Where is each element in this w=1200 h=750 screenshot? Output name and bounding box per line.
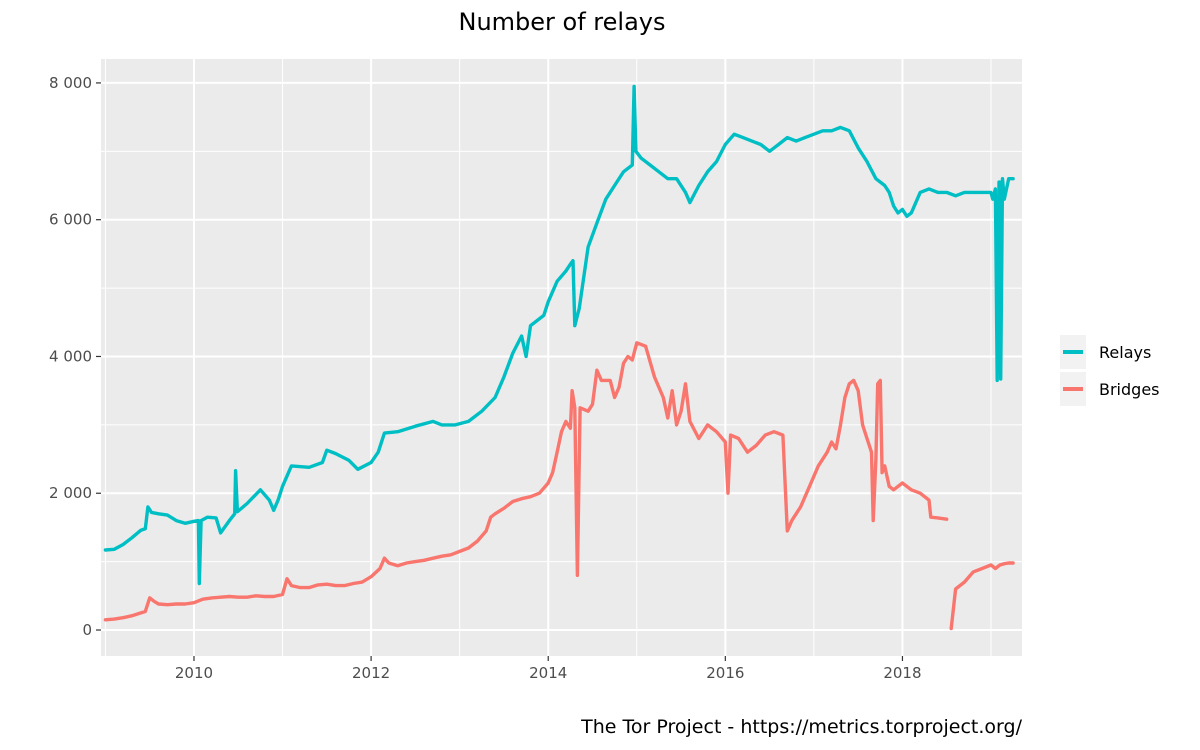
plot-panel: [101, 59, 1022, 656]
series-line-relays: [103, 84, 1015, 586]
minor-gridlines: [101, 59, 1022, 656]
legend: Relays Bridges: [1060, 335, 1160, 406]
y-tick-label-3: 6 000: [49, 211, 92, 229]
x-tick-label-2010: 2010: [175, 664, 213, 682]
x-axis: 2010 2012 2014 2016 2018: [175, 656, 922, 682]
x-tick-label-2014: 2014: [529, 664, 567, 682]
legend-label-relays: Relays: [1099, 343, 1151, 362]
x-tick-label-2018: 2018: [883, 664, 921, 682]
chart-caption: The Tor Project - https://metrics.torpro…: [580, 716, 1022, 738]
series-lines: [103, 84, 1015, 631]
major-gridlines: [101, 59, 1022, 656]
chart-title: Number of relays: [459, 8, 666, 36]
x-tick-label-2012: 2012: [352, 664, 390, 682]
y-tick-label-4: 8 000: [49, 74, 92, 92]
legend-label-bridges: Bridges: [1099, 380, 1160, 399]
y-tick-label-1: 2 000: [49, 484, 92, 502]
y-tick-label-0: 0: [82, 621, 92, 639]
y-axis: 0 2 000 4 000 6 000 8 000: [49, 74, 101, 639]
x-tick-label-2016: 2016: [706, 664, 744, 682]
y-tick-label-2: 4 000: [49, 347, 92, 365]
series-line-bridges: [103, 341, 1015, 631]
